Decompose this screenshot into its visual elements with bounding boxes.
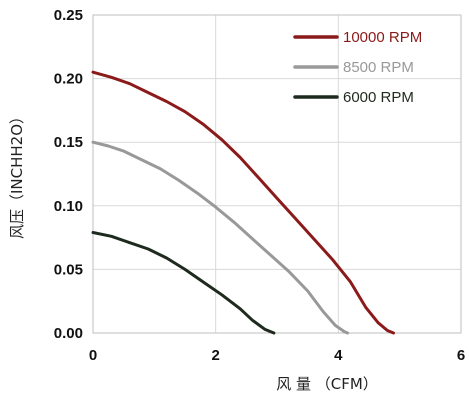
legend: 10000 RPM 8500 RPM 6000 RPM xyxy=(293,29,422,106)
series-line-1 xyxy=(91,140,349,335)
y-tick-label: 0.20 xyxy=(54,71,83,88)
series-line-2 xyxy=(91,231,276,335)
series-lines xyxy=(91,70,395,335)
legend-label: 8500 RPM xyxy=(343,59,414,76)
y-tick-label: 0.10 xyxy=(54,198,83,215)
y-tick-label: 0.15 xyxy=(54,134,83,151)
legend-label: 6000 RPM xyxy=(343,89,414,106)
x-tick-label: 6 xyxy=(457,347,465,364)
series-line-0 xyxy=(91,70,395,335)
legend-label: 10000 RPM xyxy=(343,29,422,46)
y-tick-label: 0.00 xyxy=(54,325,83,342)
y-axis-tick-labels: 0.00 0.05 0.10 0.15 0.20 0.25 xyxy=(54,7,83,342)
x-tick-label: 0 xyxy=(89,347,97,364)
x-axis-tick-labels: 0 2 4 6 xyxy=(89,347,465,364)
x-tick-label: 2 xyxy=(211,347,219,364)
y-tick-label: 0.25 xyxy=(54,7,83,24)
x-tick-label: 4 xyxy=(334,347,343,364)
y-axis-title: 风压（INCHH2O） xyxy=(8,109,26,239)
plot-area-border xyxy=(92,14,462,334)
x-axis-title: 风 量 （CFM） xyxy=(276,375,378,393)
y-tick-label: 0.05 xyxy=(54,261,83,278)
